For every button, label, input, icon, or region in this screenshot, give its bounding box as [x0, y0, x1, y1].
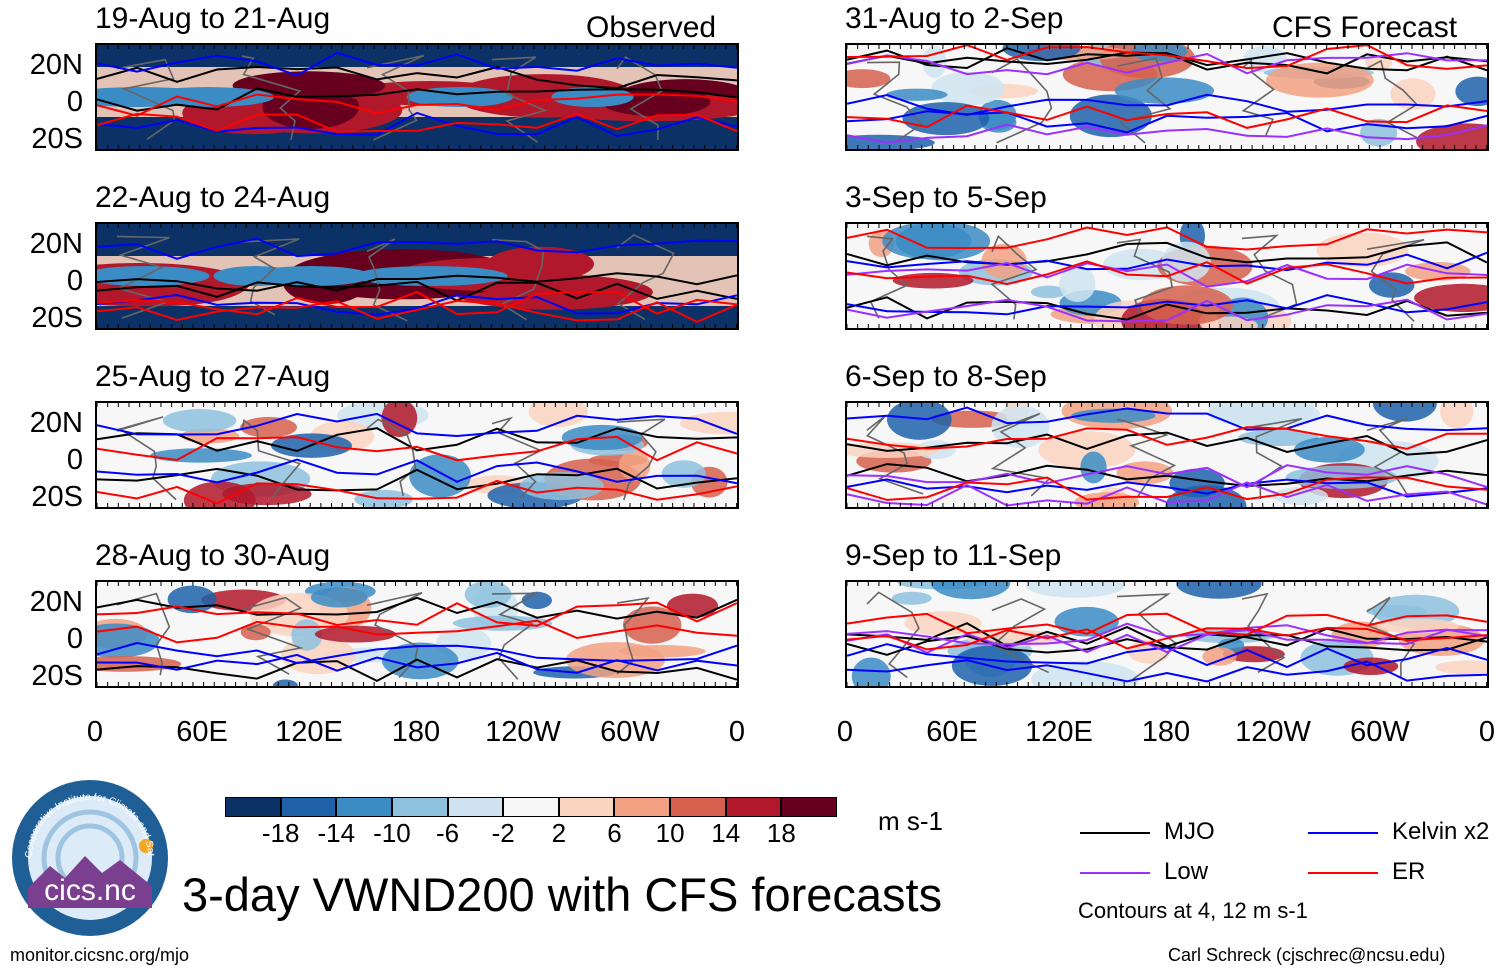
lon-tick-label: 0 [728, 716, 746, 748]
lat-tick-label: 20N [29, 407, 83, 439]
map-field [97, 224, 737, 328]
lon-tick-label: 60W [600, 716, 660, 748]
map-panel [95, 580, 739, 688]
panel-title: 22-Aug to 24-Aug [95, 181, 331, 214]
colorbar-label: 2 [551, 818, 567, 848]
map-panel [845, 43, 1489, 151]
lat-tick-label: 20N [29, 228, 83, 260]
map-field [847, 45, 1487, 149]
lat-tick-label: 0 [66, 265, 83, 297]
footer-credit: Carl Schreck (cjschrec@ncsu.edu) [1168, 945, 1446, 965]
lon-tick-label: 120W [1235, 716, 1311, 748]
colorbar-swatch [558, 797, 615, 817]
forecast-label: CFS Forecast [1272, 11, 1458, 44]
map-field [847, 582, 1487, 686]
legend-label: Low [1164, 858, 1209, 885]
colorbar-label: -6 [435, 818, 460, 848]
legend-label: Kelvin x2 [1392, 818, 1490, 845]
legend-line [1080, 872, 1150, 874]
lon-tick-label: 0 [86, 716, 104, 748]
map-panel [845, 401, 1489, 509]
lon-tick-label: 180 [1141, 716, 1191, 748]
colorbar-label: 14 [711, 818, 741, 848]
lat-tick-label: 20S [31, 481, 83, 513]
map-panel [845, 580, 1489, 688]
colorbar-swatch [225, 797, 281, 817]
colorbar-label: -10 [373, 818, 411, 848]
contour-note: Contours at 4, 12 m s-1 [1078, 898, 1308, 923]
chart-title: 3-day VWND200 with CFS forecasts [182, 868, 943, 921]
map-panel [95, 43, 739, 151]
legend-line [1308, 832, 1378, 834]
colorbar-swatch [336, 797, 392, 817]
colorbar-label: 10 [655, 818, 685, 848]
colorbar-swatch [781, 797, 837, 817]
colorbar-swatch [447, 797, 504, 817]
lon-tick-label: 180 [391, 716, 441, 748]
lon-tick-label: 120E [275, 716, 343, 748]
cics-logo: Cooperative Institute for Climate and Sa… [7, 770, 170, 938]
map-field [97, 582, 737, 686]
map-field [97, 403, 737, 507]
lon-tick-label: 0 [1478, 716, 1496, 748]
map-field [97, 45, 737, 149]
lat-tick-label: 0 [66, 444, 83, 476]
colorbar-swatch [670, 797, 726, 817]
colorbar-label: -2 [491, 818, 515, 848]
panel-title: 6-Sep to 8-Sep [845, 360, 1047, 393]
lat-tick-label: 20S [31, 302, 83, 334]
panel-title: 31-Aug to 2-Sep [845, 2, 1064, 35]
units-label: m s-1 [878, 806, 943, 836]
lat-tick-label: 20S [31, 660, 83, 692]
colorbar-swatch [503, 797, 559, 817]
lon-tick-label: 120W [485, 716, 561, 748]
colorbar-label: 6 [607, 818, 622, 848]
map-panel [95, 222, 739, 330]
panel-title: 9-Sep to 11-Sep [845, 539, 1062, 572]
panel-title: 19-Aug to 21-Aug [95, 2, 331, 35]
lat-tick-label: 20S [31, 123, 83, 155]
lat-tick-label: 20N [29, 586, 83, 618]
lon-tick-label: 60W [1350, 716, 1410, 748]
legend-line [1080, 832, 1150, 834]
panel-title: 28-Aug to 30-Aug [95, 539, 331, 572]
map-panel [95, 401, 739, 509]
lon-tick-label: 60E [926, 716, 978, 748]
map-field [847, 403, 1487, 507]
lon-tick-label: 120E [1025, 716, 1093, 748]
lat-tick-label: 0 [66, 86, 83, 118]
colorbar-label: 18 [766, 818, 796, 848]
legend-line [1308, 872, 1378, 874]
colorbar-swatch [725, 797, 782, 817]
colorbar-label: -18 [261, 818, 300, 848]
colorbar-label: -14 [317, 818, 356, 848]
panel-title: 3-Sep to 5-Sep [845, 181, 1047, 214]
map-field [847, 224, 1487, 328]
lat-tick-label: 20N [29, 49, 83, 81]
panel-title: 25-Aug to 27-Aug [95, 360, 331, 393]
lon-tick-label: 0 [836, 716, 854, 748]
map-panel [845, 222, 1489, 330]
colorbar-swatch [391, 797, 448, 817]
lat-tick-label: 0 [66, 623, 83, 655]
legend-label: ER [1392, 858, 1426, 885]
footer-url: monitor.cicsnc.org/mjo [10, 945, 190, 965]
colorbar [225, 797, 837, 819]
observed-label: Observed [586, 11, 717, 44]
colorbar-swatch [280, 797, 337, 817]
lon-tick-label: 60E [176, 716, 228, 748]
logo-text: cics.nc [44, 874, 136, 907]
legend-label: MJO [1164, 818, 1215, 845]
colorbar-swatch [614, 797, 671, 817]
